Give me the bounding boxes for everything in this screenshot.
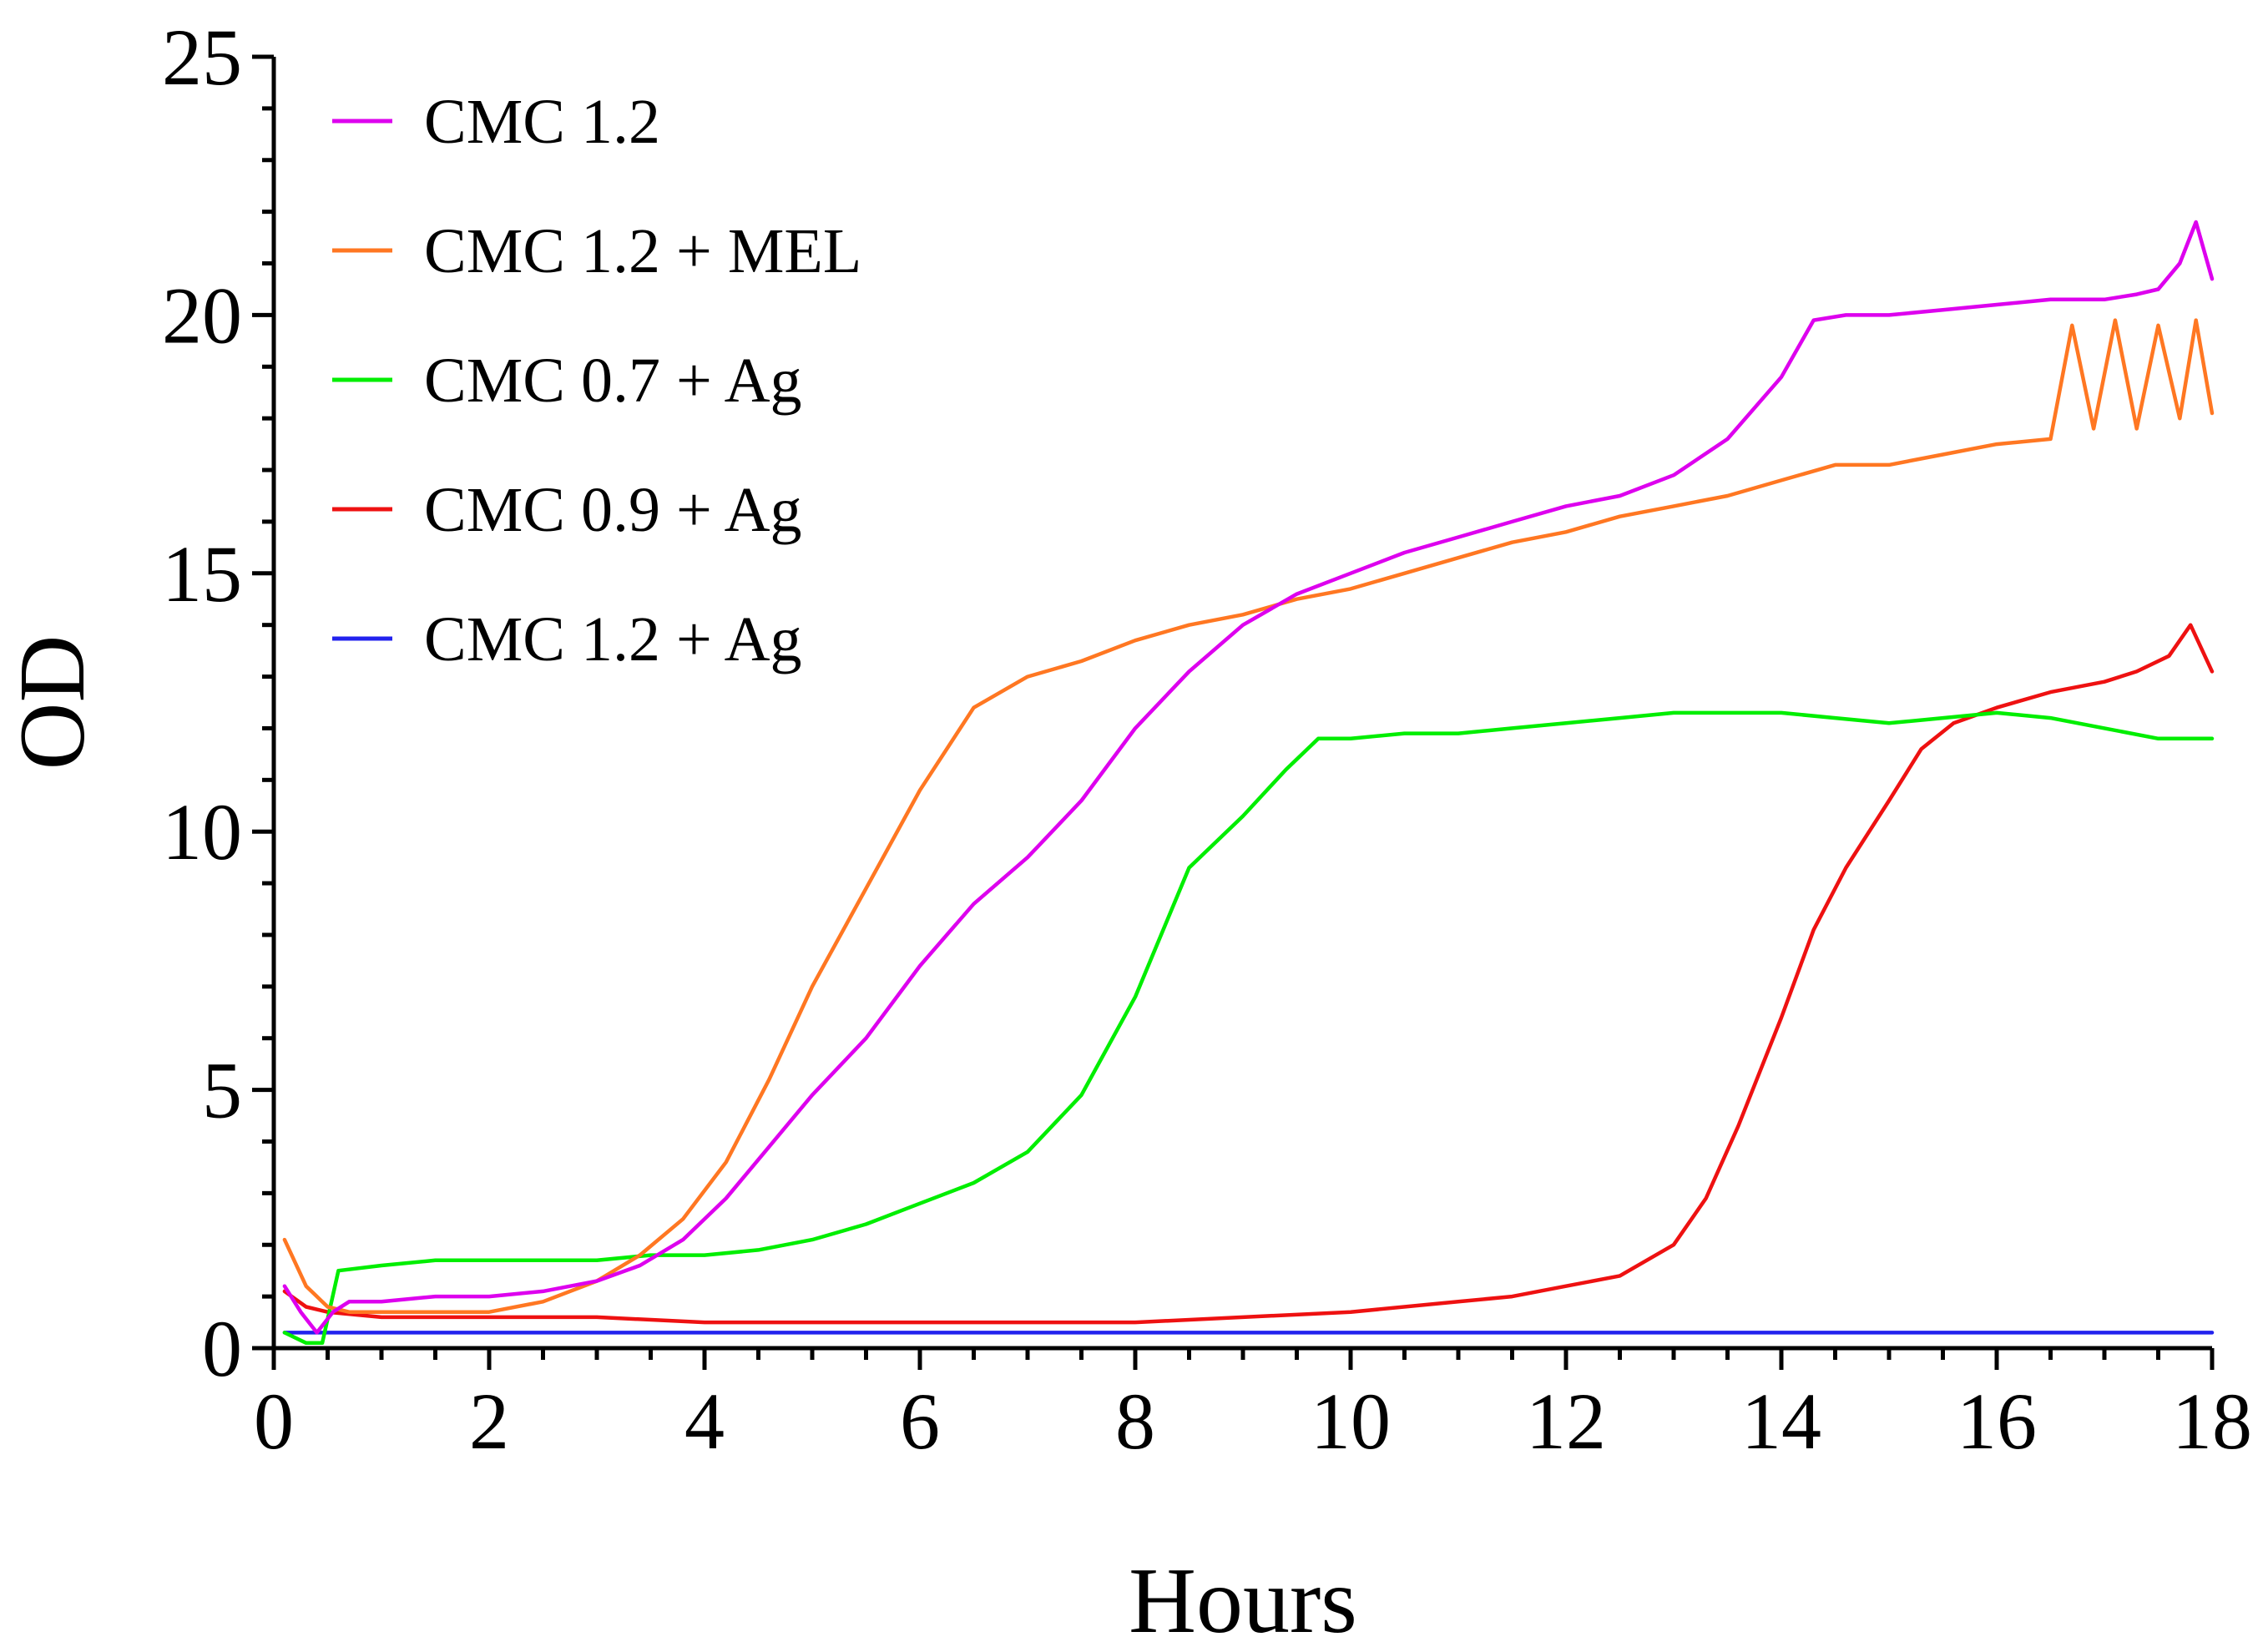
x-tick-label: 8 bbox=[1115, 1377, 1155, 1466]
legend: CMC 1.2 CMC 1.2 + MEL CMC 0.7 + Ag CMC 0.9 … bbox=[332, 87, 861, 674]
x-tick-label: 6 bbox=[900, 1377, 940, 1466]
legend-label-cmc-1-2-mel: CMC 1.2 + MEL bbox=[424, 216, 861, 286]
x-tick-label: 10 bbox=[1311, 1377, 1391, 1466]
series-line-cmc-1-2 bbox=[282, 220, 2215, 1335]
x-axis-title: Hours bbox=[1129, 1549, 1357, 1652]
y-tick-label: 10 bbox=[162, 787, 242, 877]
x-tick-label: 12 bbox=[1526, 1377, 1606, 1466]
x-tick-label: 0 bbox=[254, 1377, 294, 1466]
x-tick-label: 4 bbox=[684, 1377, 725, 1466]
y-axis-title: OD bbox=[1, 635, 104, 770]
series-line-cmc-0-7-ag bbox=[282, 710, 2215, 1346]
series-line-cmc-1-2-mel bbox=[282, 318, 2215, 1314]
legend-label-cmc-0-9-ag: CMC 0.9 + Ag bbox=[424, 475, 802, 545]
y-tick-label: 15 bbox=[162, 529, 242, 619]
legend-label-cmc-1-2: CMC 1.2 bbox=[424, 87, 660, 157]
y-tick-label: 0 bbox=[202, 1304, 242, 1393]
x-tick-label: 18 bbox=[2172, 1377, 2252, 1466]
y-tick-label: 25 bbox=[162, 13, 242, 102]
x-tick-label: 14 bbox=[1741, 1377, 1821, 1466]
x-axis-ticks: 0 2 4 6 8 10 12 14 16 18 bbox=[254, 1348, 2252, 1466]
y-tick-label: 20 bbox=[162, 270, 242, 360]
y-tick-label: 5 bbox=[202, 1046, 242, 1135]
series-line-cmc-0-9-ag bbox=[282, 623, 2215, 1325]
y-axis-ticks: 0 5 10 15 20 25 bbox=[162, 13, 274, 1393]
legend-label-cmc-0-7-ag: CMC 0.7 + Ag bbox=[424, 346, 802, 416]
x-tick-label: 2 bbox=[469, 1377, 509, 1466]
x-tick-label: 16 bbox=[1957, 1377, 2037, 1466]
series-layer bbox=[282, 220, 2215, 1346]
legend-label-cmc-1-2-ag: CMC 1.2 + Ag bbox=[424, 604, 802, 674]
